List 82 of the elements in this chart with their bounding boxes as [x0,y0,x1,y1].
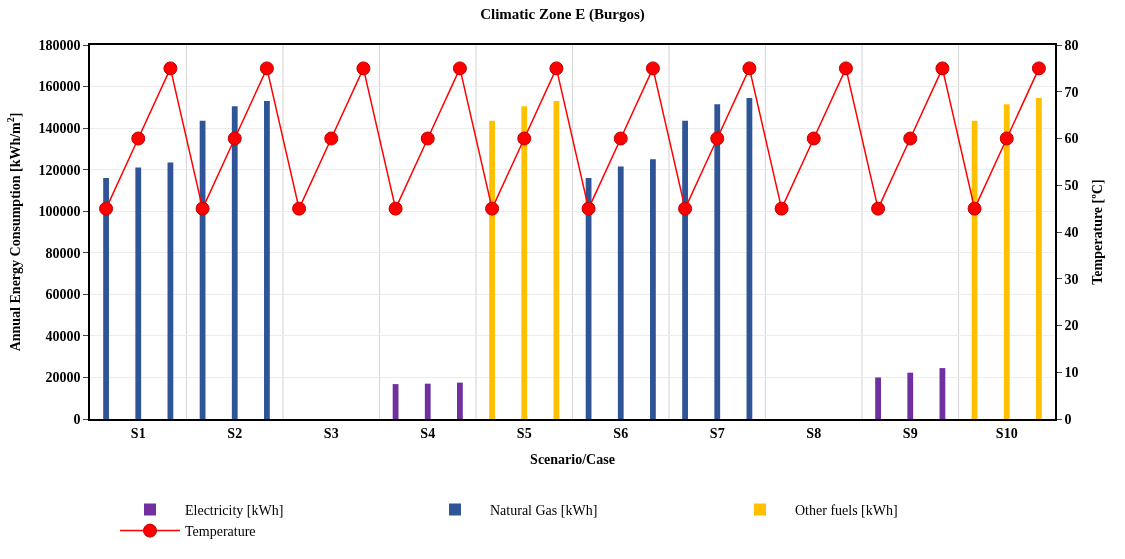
point [452,61,467,76]
bar [714,104,721,419]
point [806,131,821,146]
point [549,61,564,76]
point [1031,61,1046,76]
point [710,131,725,146]
point [195,201,210,216]
x-tick-label: S6 [613,425,629,441]
bar [521,106,528,419]
point [774,201,789,216]
point [871,201,886,216]
point [163,61,178,76]
point [292,201,307,216]
bar [489,120,495,419]
point [967,201,982,216]
point [356,61,371,76]
point [678,201,693,216]
bar [457,382,463,419]
y-tick-label: 20000 [45,370,81,386]
x-tick-label: S10 [995,425,1018,441]
y-tick-label: 100000 [38,204,81,220]
bar [650,159,656,419]
bar [135,167,142,419]
bar [1003,104,1010,419]
x-axis-title: Scenario/Case [530,452,615,468]
point [903,131,918,146]
y-tick-label: 140000 [38,121,81,137]
point [517,131,532,146]
point [742,61,757,76]
y2-axis-title: Temperature [ºC] [1090,179,1106,285]
legend-label: Other fuels [kWh] [795,502,898,518]
x-tick-label: S8 [806,425,822,441]
y-tick-label: 0 [73,411,81,427]
legend-label: Electricity [kWh] [185,502,284,518]
point [259,61,274,76]
point [645,61,660,76]
y-tick-label: 40000 [45,328,81,344]
point [485,201,500,216]
bar [231,106,238,419]
bar [617,166,624,419]
point [227,131,242,146]
x-tick-label: S4 [420,425,436,441]
legend-label: Temperature [185,524,256,540]
y-tick-label: 160000 [38,79,81,95]
x-tick-label: S2 [227,425,243,441]
y-tick-label: 80000 [45,245,81,261]
bar [103,177,109,419]
y-tick-label: 60000 [45,287,81,303]
chart-title: Climatic Zone E (Burgos) [480,5,645,23]
bar [682,120,688,419]
y-tick-label: 180000 [38,37,81,53]
point [131,131,146,146]
y2-tick-label: 0 [1064,411,1072,427]
x-tick-label: S5 [516,425,532,441]
point [999,131,1014,146]
x-tick-label: S7 [709,425,725,441]
point [388,201,403,216]
legend-label: Natural Gas [kWh] [490,502,598,518]
y2-tick-label: 30 [1064,271,1079,287]
bar [1036,97,1042,419]
bar [907,372,914,419]
x-tick-label: S1 [130,425,146,441]
y2-tick-label: 20 [1064,318,1079,334]
point [935,61,950,76]
x-tick-label: S3 [323,425,339,441]
y2-tick-label: 10 [1064,365,1079,381]
bar [875,377,881,419]
point [420,131,435,146]
point [324,131,339,146]
y2-tick-label: 80 [1064,37,1079,53]
point [581,201,596,216]
point [838,61,853,76]
y-tick-label: 120000 [38,162,81,178]
bar [264,101,270,419]
x-tick-label: S9 [902,425,918,441]
point [99,201,114,216]
y2-tick-label: 60 [1064,131,1079,147]
y2-tick-label: 50 [1064,178,1079,194]
bar [424,383,431,419]
y2-tick-label: 70 [1064,84,1079,100]
point [613,131,628,146]
y2-tick-label: 40 [1064,224,1079,240]
